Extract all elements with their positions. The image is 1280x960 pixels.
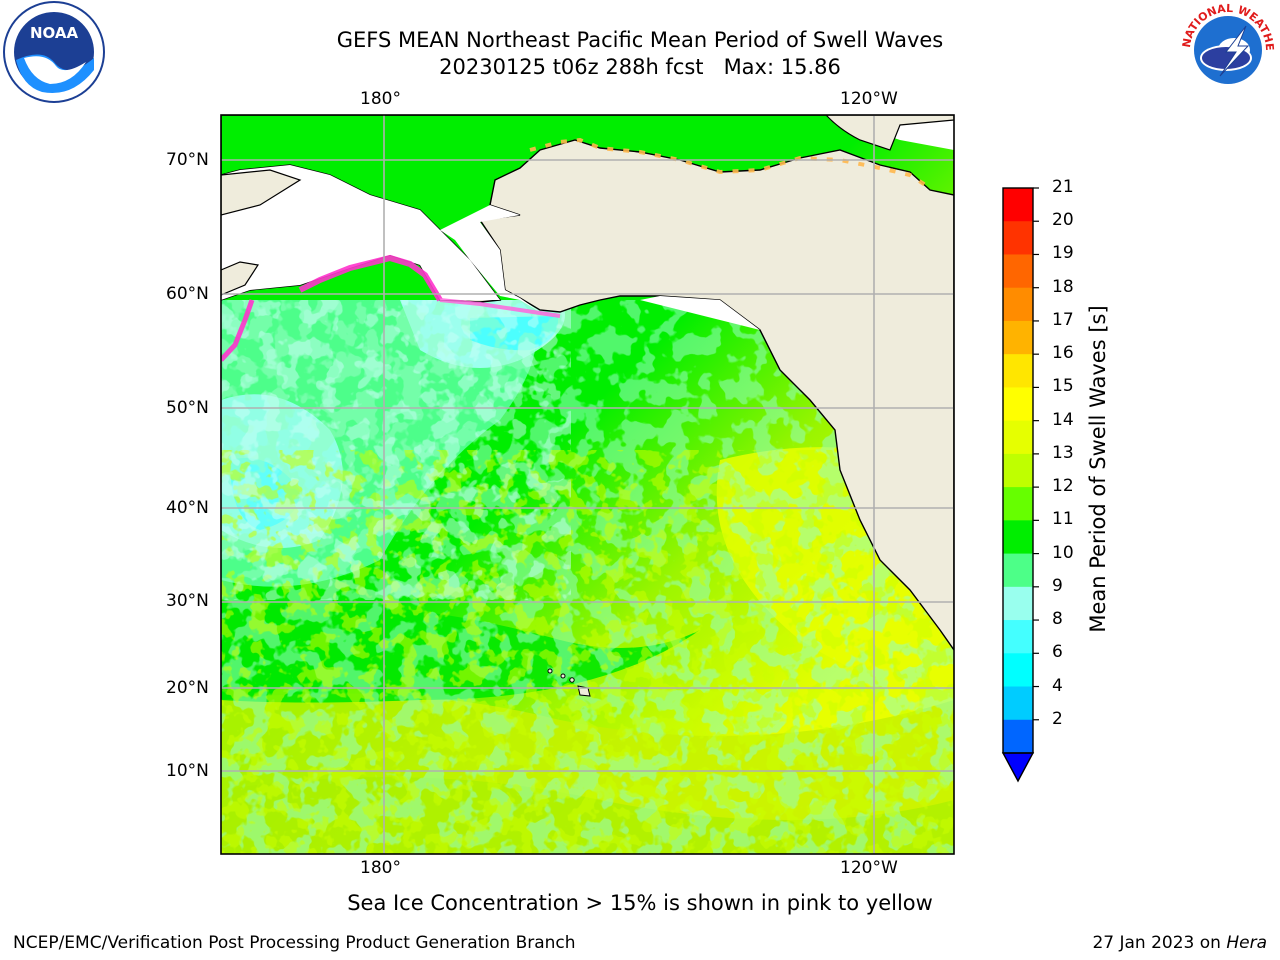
sea-ice-caption: Sea Ice Concentration > 15% is shown in … [0, 891, 1280, 915]
colorbar-tick-label: 4 [1052, 675, 1063, 696]
colorbar-tick-label: 19 [1052, 243, 1074, 264]
lat-label-50n: 50°N [166, 398, 209, 418]
colorbar-tick-label: 2 [1052, 708, 1063, 729]
colorbar-box [1003, 719, 1033, 754]
colorbar-box [1003, 520, 1033, 555]
footer-date: 27 Jan 2023 on [1092, 933, 1227, 953]
colorbar-box [1003, 586, 1033, 621]
colorbar-tick-label: 16 [1052, 343, 1074, 364]
nws-logo: NATIONAL WEATHER SERVICE [1176, 0, 1276, 96]
footer-left: NCEP/EMC/Verification Post Processing Pr… [13, 933, 576, 953]
colorbar-box [1003, 420, 1033, 455]
lat-label-60n: 60°N [166, 284, 209, 304]
colorbar-box [1003, 387, 1033, 422]
colorbar-tick-label: 11 [1052, 509, 1074, 530]
colorbar-box [1003, 686, 1033, 721]
colorbar-box [1003, 553, 1033, 588]
chart-title-line1: GEFS MEAN Northeast Pacific Mean Period … [336, 28, 944, 52]
colorbar-tick-label: 18 [1052, 276, 1074, 297]
colorbar-tick-label: 20 [1052, 210, 1074, 231]
colorbar-box [1003, 320, 1033, 355]
bottom-lon-label-120w: 120°W [840, 858, 898, 878]
colorbar-box [1003, 221, 1033, 255]
colorbar-tick-label: 21 [1052, 177, 1074, 197]
colorbar-frame [1002, 187, 1034, 754]
colorbar-box [1003, 487, 1033, 521]
map-frame [220, 114, 955, 855]
colorbar-tick-label: 17 [1052, 309, 1074, 330]
footer-host: Hera [1226, 933, 1267, 953]
colorbar-tick-label: 13 [1052, 442, 1074, 463]
colorbar-box [1003, 453, 1033, 488]
colorbar-tick-label: 10 [1052, 542, 1074, 563]
top-lon-label-120w: 120°W [840, 89, 898, 109]
colorbar-box [1003, 653, 1033, 688]
lat-label-30n: 30°N [166, 591, 209, 611]
colorbar-tick-label: 6 [1052, 642, 1063, 663]
colorbar-label: Mean Period of Swell Waves [s] [1086, 305, 1110, 633]
top-lon-label-180: 180° [360, 89, 401, 109]
colorbar-box [1003, 620, 1033, 654]
colorbar-box [1003, 354, 1033, 388]
colorbar-tick-label: 15 [1052, 376, 1074, 397]
map-gridlines [221, 115, 954, 854]
colorbar-tick-label: 9 [1052, 575, 1063, 596]
colorbar-box [1003, 188, 1033, 222]
noaa-logo-text: NOAA [30, 24, 79, 42]
colorbar-tick-label: 12 [1052, 476, 1074, 497]
lat-label-10n: 10°N [166, 761, 209, 781]
noaa-logo: NOAA [3, 1, 105, 103]
colorbar-under-triangle [1001, 752, 1035, 783]
lat-label-70n: 70°N [166, 150, 209, 170]
sea-ice-caption-text: Sea Ice Concentration > 15% is shown in … [347, 891, 933, 915]
lat-label-40n: 40°N [166, 498, 209, 518]
chart-title-line2: 20230125 t06z 288h fcst Max: 15.86 [439, 55, 841, 79]
lat-label-20n: 20°N [166, 678, 209, 698]
colorbar-tick-label: 14 [1052, 409, 1074, 430]
bottom-lon-label-180: 180° [360, 858, 401, 878]
colorbar-box [1003, 287, 1033, 322]
footer-right: 27 Jan 2023 on Hera [1092, 933, 1267, 953]
colorbar-box [1003, 254, 1033, 289]
colorbar-tick-label: 8 [1052, 609, 1063, 630]
